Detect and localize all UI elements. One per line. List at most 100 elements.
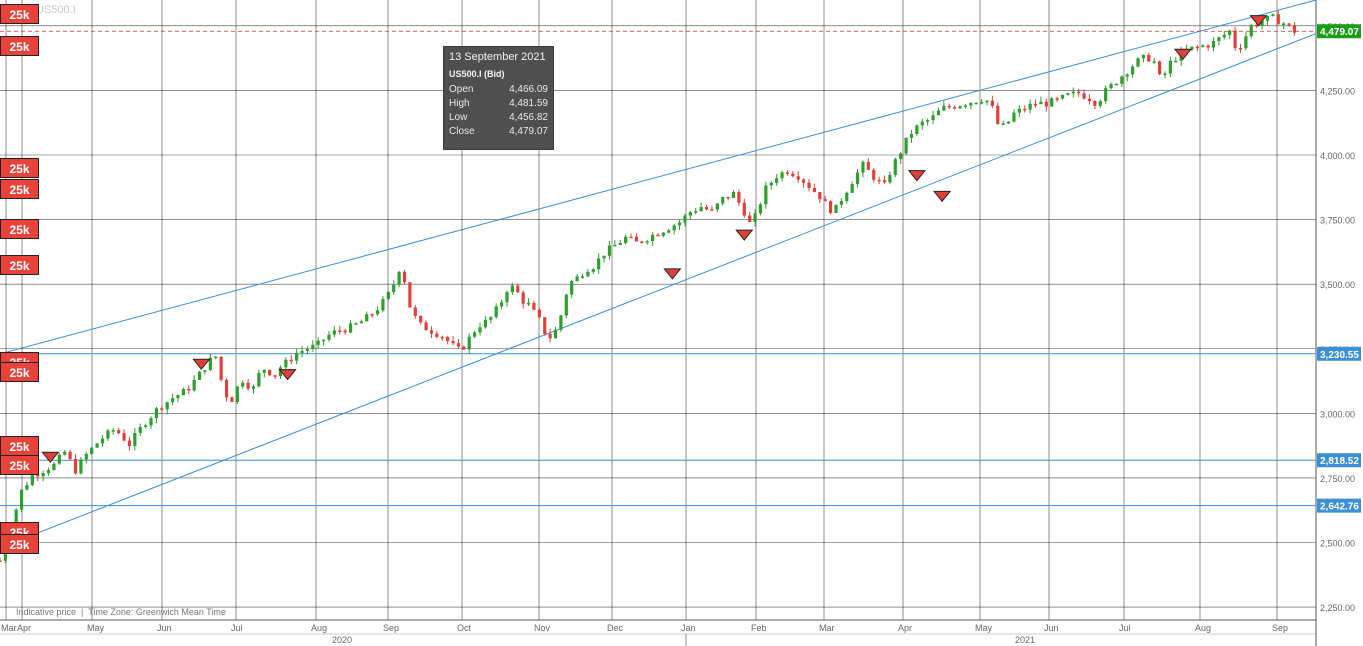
- position-badge[interactable]: 25k: [0, 219, 39, 239]
- candle-body: [915, 125, 919, 135]
- candle-body: [731, 192, 736, 199]
- year-label: 2021: [1015, 635, 1035, 645]
- candle-body: [947, 105, 951, 108]
- candle-body: [1265, 16, 1270, 21]
- candle-body: [845, 192, 849, 202]
- candle-body: [25, 485, 29, 490]
- current-price-label: 4,479.07: [1320, 27, 1359, 38]
- candle-body: [149, 418, 153, 426]
- position-badge[interactable]: 25k: [0, 158, 39, 178]
- x-tick-label: Mar: [819, 623, 835, 633]
- position-badge[interactable]: 25k: [0, 255, 39, 275]
- instrument-label: US500.I: [36, 4, 76, 16]
- candle-body: [435, 333, 439, 337]
- candle-body: [974, 102, 978, 105]
- y-tick-label: 2,500.00: [1320, 539, 1355, 549]
- candle-body: [1104, 88, 1108, 102]
- candle-body: [672, 225, 676, 231]
- trend-channel-line: [0, 0, 1317, 355]
- position-badge[interactable]: 25k: [0, 455, 39, 475]
- candle-body: [187, 388, 191, 391]
- position-badge[interactable]: 25k: [0, 4, 39, 24]
- candle-body: [1033, 103, 1038, 106]
- candle-body: [327, 334, 331, 340]
- footer-note: Indicative price | Time Zone: Greenwich …: [16, 607, 226, 617]
- candle-body: [812, 188, 817, 192]
- candle-body: [160, 408, 164, 410]
- candle-body: [95, 443, 99, 448]
- candle-body: [440, 336, 444, 339]
- position-badge[interactable]: 25k: [0, 36, 39, 56]
- candle-body: [1098, 101, 1102, 106]
- candle-body: [807, 182, 811, 189]
- candle-body: [154, 408, 159, 419]
- candle-body: [165, 402, 169, 410]
- sell-marker-icon: [735, 229, 754, 241]
- candle-body: [1222, 34, 1226, 38]
- candle-body: [1228, 30, 1232, 35]
- candle-body: [516, 285, 520, 293]
- candle-body: [1292, 25, 1297, 33]
- candle-body: [1174, 60, 1178, 63]
- candle-body: [289, 359, 293, 362]
- candle-body: [322, 339, 326, 342]
- tooltip-row-open: Open 4,466.09: [449, 83, 548, 97]
- candle-body: [30, 474, 34, 486]
- x-tick-label: Mar: [1, 623, 17, 633]
- candle-body: [111, 430, 115, 432]
- candle-body: [1028, 103, 1032, 110]
- candle-body: [597, 258, 601, 270]
- candle-body: [483, 319, 488, 328]
- candle-body: [359, 321, 363, 324]
- candle-body: [920, 121, 924, 126]
- candle-body: [683, 215, 687, 223]
- candle-body: [192, 379, 196, 391]
- candle-body: [532, 302, 536, 310]
- candle-body: [839, 201, 843, 205]
- candle-body: [526, 302, 531, 305]
- candle-body: [877, 179, 881, 182]
- candle-body: [499, 302, 504, 307]
- x-tick-label: Aug: [311, 623, 327, 633]
- candle-body: [1093, 101, 1097, 106]
- position-badge[interactable]: 25k: [0, 362, 39, 382]
- level-price-tag: [1317, 346, 1361, 361]
- candle-body: [753, 213, 757, 222]
- position-badge[interactable]: 25k: [0, 534, 39, 554]
- level-price-label: 3,230.55: [1320, 350, 1359, 361]
- candle-body: [688, 212, 692, 216]
- candle-body: [624, 236, 628, 244]
- tooltip-instrument: US500.I (Bid): [449, 69, 505, 79]
- tooltip-label: Close: [449, 126, 475, 137]
- current-price-tag: [1317, 24, 1361, 39]
- level-price-tag: [1317, 453, 1361, 468]
- tooltip-value: 4,481.59: [509, 98, 548, 109]
- candle-body: [257, 372, 261, 387]
- position-badge[interactable]: 25k: [0, 436, 39, 456]
- y-tick-label: 3,750.00: [1320, 216, 1355, 226]
- y-tick-label: 3,000.00: [1320, 409, 1355, 419]
- tooltip-label: Open: [449, 84, 474, 95]
- candle-body: [462, 346, 466, 350]
- candle-body: [1125, 74, 1129, 77]
- candle-body: [392, 284, 396, 292]
- ohlc-tooltip: 13 September 2021 US500.I (Bid) Open 4,46…: [443, 46, 554, 150]
- candle-body: [823, 199, 827, 202]
- candle-body: [1136, 58, 1140, 67]
- candle-body: [1201, 45, 1205, 48]
- candle-body: [996, 105, 1000, 124]
- candle-body: [397, 271, 401, 285]
- candle-body: [942, 105, 946, 111]
- candle-body: [36, 474, 40, 477]
- position-badge[interactable]: 25k: [0, 179, 39, 199]
- candle-body: [90, 447, 94, 454]
- candle-body: [715, 203, 719, 210]
- level-price-tag: [1317, 498, 1361, 513]
- candle-body: [419, 315, 423, 323]
- candle-body: [241, 382, 245, 387]
- candle-body: [273, 375, 277, 377]
- candle-body: [1206, 45, 1210, 48]
- candle-body: [1044, 101, 1048, 107]
- candle-body: [284, 359, 288, 368]
